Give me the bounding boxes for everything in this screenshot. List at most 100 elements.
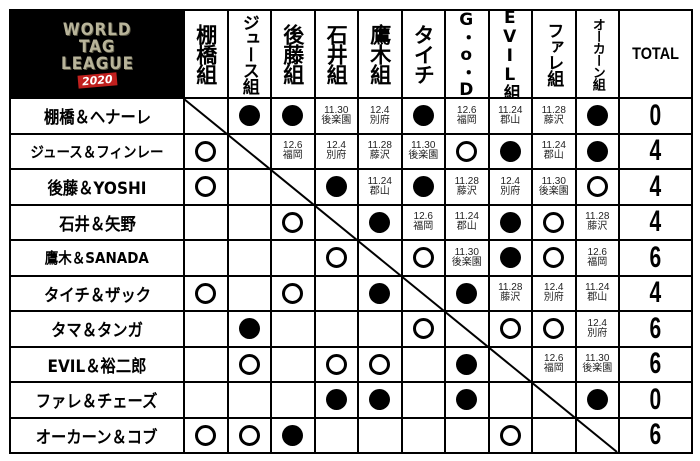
result-cell — [185, 347, 227, 381]
total-cell: 0 — [620, 383, 691, 417]
result-cell: 12.4 別府 — [489, 170, 531, 204]
scheduled-match: 11.28 藤沢 — [368, 141, 392, 161]
total-cell: 6 — [620, 347, 691, 381]
team-name: 後藤＆YOSHI — [47, 179, 147, 200]
total-cell: 6 — [620, 418, 691, 452]
loss-mark-icon — [456, 389, 478, 411]
match-venue: 福岡 — [587, 256, 608, 268]
scheduled-match: 12.6 福岡 — [457, 105, 477, 126]
scheduled-match: 11.30 後楽園 — [451, 247, 482, 268]
result-cell — [185, 134, 227, 168]
result-cell — [185, 383, 227, 417]
loss-mark-icon — [586, 389, 608, 411]
win-mark-icon — [325, 353, 347, 375]
loss-mark-icon — [369, 282, 391, 304]
loss-mark-icon — [369, 211, 391, 233]
result-cell — [228, 170, 270, 204]
team-name: 棚橋＆ヘナーレ — [43, 108, 151, 129]
scheduled-match: 12.4 別府 — [500, 176, 520, 197]
result-cell — [315, 241, 357, 275]
result-cell — [402, 170, 444, 204]
match-venue: 後楽園 — [582, 363, 613, 375]
match-venue: 郡山 — [500, 114, 521, 126]
match-venue: 別府 — [587, 327, 608, 339]
result-cell — [533, 241, 575, 275]
scheduled-match: 12.4 別府 — [587, 318, 608, 339]
result-cell — [533, 418, 575, 452]
result-cell: 12.6 福岡 — [402, 205, 444, 239]
result-cell: 12.4 別府 — [533, 276, 575, 310]
win-mark-icon — [325, 247, 347, 269]
self-match-cell — [576, 418, 618, 452]
self-match-cell — [228, 134, 270, 168]
win-mark-icon — [543, 318, 565, 340]
scheduled-match: 11.24 郡山 — [455, 212, 479, 232]
self-match-cell — [402, 276, 444, 310]
result-cell — [228, 347, 270, 381]
result-cell — [489, 312, 531, 346]
match-venue: 別府 — [369, 114, 390, 126]
result-cell — [533, 312, 575, 346]
match-venue: 後楽園 — [451, 256, 482, 268]
total-cell: 4 — [620, 170, 691, 204]
win-mark-icon — [543, 211, 565, 233]
column-header-label: 後藤組 — [280, 24, 305, 84]
column-header: EVIL組 — [489, 11, 531, 97]
total-header-label: TOTAL — [632, 44, 679, 63]
result-cell — [185, 241, 227, 275]
total-points: 6 — [649, 312, 662, 345]
loss-mark-icon — [282, 105, 304, 127]
result-cell: 11.30 後楽園 — [533, 170, 575, 204]
result-cell: 11.24 郡山 — [446, 205, 488, 239]
scheduled-match: 11.24 郡山 — [498, 105, 522, 126]
loss-mark-icon — [325, 176, 347, 198]
total-cell: 4 — [620, 205, 691, 239]
result-cell: 12.6 福岡 — [272, 134, 314, 168]
result-cell — [576, 134, 618, 168]
result-cell — [576, 99, 618, 133]
standings-table: WORLD TAG LEAGUE 2020 棚橋組 ジュース組 後藤組 石井組 鷹木組タ… — [9, 9, 693, 454]
team-name: オーカーン＆コブ — [36, 427, 158, 448]
result-cell — [359, 347, 401, 381]
win-mark-icon — [499, 318, 521, 340]
result-cell — [315, 170, 357, 204]
win-mark-icon — [282, 211, 304, 233]
result-cell — [446, 418, 488, 452]
scheduled-match: 11.30 後楽園 — [321, 105, 351, 126]
total-cell: 6 — [620, 312, 691, 346]
result-cell — [228, 99, 270, 133]
win-mark-icon — [543, 247, 565, 269]
result-cell — [315, 418, 357, 452]
result-cell — [185, 205, 227, 239]
result-cell: 12.6 福岡 — [446, 99, 488, 133]
result-cell — [228, 276, 270, 310]
result-cell — [272, 276, 314, 310]
self-match-cell — [446, 312, 488, 346]
loss-mark-icon — [412, 176, 434, 198]
result-cell: 11.28 藤沢 — [533, 99, 575, 133]
column-header: 後藤組 — [272, 11, 314, 97]
result-cell: 11.24 郡山 — [533, 134, 575, 168]
result-cell — [446, 383, 488, 417]
loss-mark-icon — [499, 211, 521, 233]
result-cell — [272, 347, 314, 381]
column-header: ファレ組 — [533, 11, 575, 97]
win-mark-icon — [456, 140, 478, 162]
total-points: 6 — [649, 418, 662, 452]
loss-mark-icon — [456, 353, 478, 375]
self-match-cell — [185, 99, 227, 133]
result-cell — [185, 312, 227, 346]
result-cell: 11.24 郡山 — [576, 276, 618, 310]
result-cell — [185, 276, 227, 310]
scheduled-match: 12.4 別府 — [326, 141, 346, 161]
self-match-cell — [272, 170, 314, 204]
match-venue: 福岡 — [282, 150, 303, 162]
total-cell: 6 — [620, 241, 691, 275]
result-cell — [315, 347, 357, 381]
column-header-label: 棚橋組 — [193, 24, 218, 84]
logo-line: WORLD — [62, 19, 132, 40]
scheduled-match: 11.28 藤沢 — [498, 283, 522, 303]
win-mark-icon — [195, 424, 217, 446]
match-venue: 藤沢 — [587, 221, 608, 233]
result-cell — [228, 241, 270, 275]
